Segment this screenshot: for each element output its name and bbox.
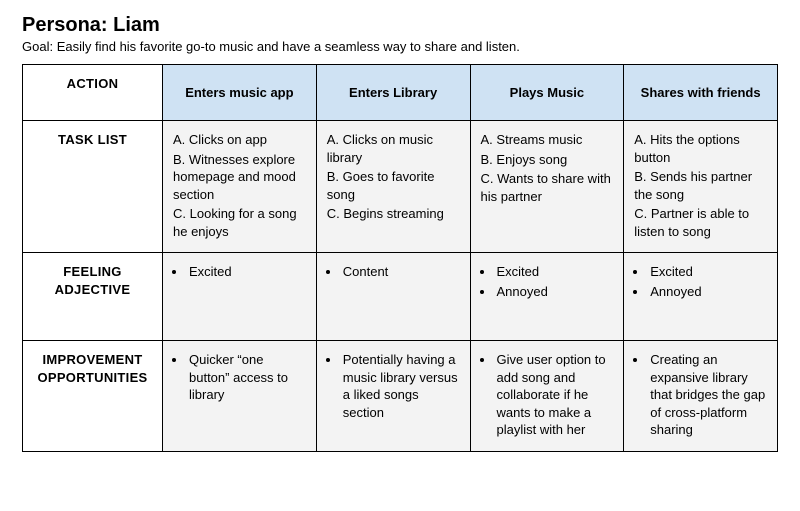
task-text: Witnesses explore homepage and mood sect… xyxy=(173,152,296,202)
task-text: Clicks on music library xyxy=(327,132,433,165)
improve-col-0: Quicker “one button” access to library xyxy=(163,341,317,452)
persona-label: Persona: xyxy=(22,14,108,36)
feeling-item: Annoyed xyxy=(495,283,614,301)
task-text: Partner is able to listen to song xyxy=(634,206,749,239)
feeling-item: Content xyxy=(341,263,460,281)
task-item: C. Partner is able to listen to song xyxy=(634,205,767,240)
feeling-list: Content xyxy=(327,263,460,281)
task-item: A. Streams music xyxy=(481,131,614,149)
task-item: C. Wants to share with his partner xyxy=(481,170,614,205)
task-text: Clicks on app xyxy=(189,132,267,147)
task-item: A. Clicks on app xyxy=(173,131,306,149)
feeling-col-2: Excited Annoyed xyxy=(470,253,624,341)
task-item: C. Looking for a song he enjoys xyxy=(173,205,306,240)
feeling-col-3: Excited Annoyed xyxy=(624,253,778,341)
task-text: Goes to favorite song xyxy=(327,169,435,202)
feeling-item: Excited xyxy=(495,263,614,281)
goal-text: Easily find his favorite go-to music and… xyxy=(57,39,520,54)
task-text: Looking for a song he enjoys xyxy=(173,206,297,239)
feeling-list: Excited Annoyed xyxy=(634,263,767,300)
row-head-action: ACTION xyxy=(23,65,163,121)
page: Persona: Liam Goal: Easily find his favo… xyxy=(0,0,800,474)
improve-list: Give user option to add song and collabo… xyxy=(481,351,614,439)
feeling-list: Excited Annoyed xyxy=(481,263,614,300)
task-list: A. Hits the options button B. Sends his … xyxy=(634,131,767,240)
action-col-2: Plays Music xyxy=(470,65,624,121)
row-head-task: TASK LIST xyxy=(23,121,163,253)
improve-item: Creating an expansive library that bridg… xyxy=(648,351,767,439)
improve-item: Potentially having a music library versu… xyxy=(341,351,460,421)
action-col-1: Enters Library xyxy=(316,65,470,121)
task-list: A. Streams music B. Enjoys song C. Wants… xyxy=(481,131,614,205)
improve-list: Creating an expansive library that bridg… xyxy=(634,351,767,439)
feeling-item: Excited xyxy=(187,263,306,281)
tasklist-col-3: A. Hits the options button B. Sends his … xyxy=(624,121,778,253)
task-list: A. Clicks on music library B. Goes to fa… xyxy=(327,131,460,223)
task-item: B. Witnesses explore homepage and mood s… xyxy=(173,151,306,204)
improve-item: Quicker “one button” access to library xyxy=(187,351,306,404)
journey-table: ACTION Enters music app Enters Library P… xyxy=(22,64,778,452)
improve-col-2: Give user option to add song and collabo… xyxy=(470,341,624,452)
feeling-col-1: Content xyxy=(316,253,470,341)
tasklist-col-1: A. Clicks on music library B. Goes to fa… xyxy=(316,121,470,253)
feeling-item: Excited xyxy=(648,263,767,281)
feeling-list: Excited xyxy=(173,263,306,281)
action-col-3: Shares with friends xyxy=(624,65,778,121)
improve-col-1: Potentially having a music library versu… xyxy=(316,341,470,452)
feeling-col-0: Excited xyxy=(163,253,317,341)
task-item: B. Enjoys song xyxy=(481,151,614,169)
feeling-item: Annoyed xyxy=(648,283,767,301)
task-list: A. Clicks on app B. Witnesses explore ho… xyxy=(173,131,306,240)
task-text: Hits the options button xyxy=(634,132,740,165)
improve-col-3: Creating an expansive library that bridg… xyxy=(624,341,778,452)
improve-list: Potentially having a music library versu… xyxy=(327,351,460,421)
row-tasklist: TASK LIST A. Clicks on app B. Witnesses … xyxy=(23,121,778,253)
row-feeling: FEELING ADJECTIVE Excited Content Excite… xyxy=(23,253,778,341)
row-improve: IMPROVEMENT OPPORTUNITIES Quicker “one b… xyxy=(23,341,778,452)
persona-heading: Persona: Liam xyxy=(22,14,778,37)
goal-label: Goal: xyxy=(22,39,53,54)
task-item: A. Hits the options button xyxy=(634,131,767,166)
row-head-feeling: FEELING ADJECTIVE xyxy=(23,253,163,341)
goal-line: Goal: Easily find his favorite go-to mus… xyxy=(22,39,778,54)
row-head-improve: IMPROVEMENT OPPORTUNITIES xyxy=(23,341,163,452)
task-item: B. Goes to favorite song xyxy=(327,168,460,203)
task-text: Wants to share with his partner xyxy=(481,171,611,204)
task-item: A. Clicks on music library xyxy=(327,131,460,166)
tasklist-col-0: A. Clicks on app B. Witnesses explore ho… xyxy=(163,121,317,253)
task-text: Begins streaming xyxy=(343,206,443,221)
persona-name: Liam xyxy=(113,14,160,36)
task-item: B. Sends his partner the song xyxy=(634,168,767,203)
tasklist-col-2: A. Streams music B. Enjoys song C. Wants… xyxy=(470,121,624,253)
row-action: ACTION Enters music app Enters Library P… xyxy=(23,65,778,121)
action-col-0: Enters music app xyxy=(163,65,317,121)
task-text: Streams music xyxy=(496,132,582,147)
improve-list: Quicker “one button” access to library xyxy=(173,351,306,404)
task-text: Sends his partner the song xyxy=(634,169,752,202)
improve-item: Give user option to add song and collabo… xyxy=(495,351,614,439)
task-text: Enjoys song xyxy=(496,152,567,167)
task-item: C. Begins streaming xyxy=(327,205,460,223)
